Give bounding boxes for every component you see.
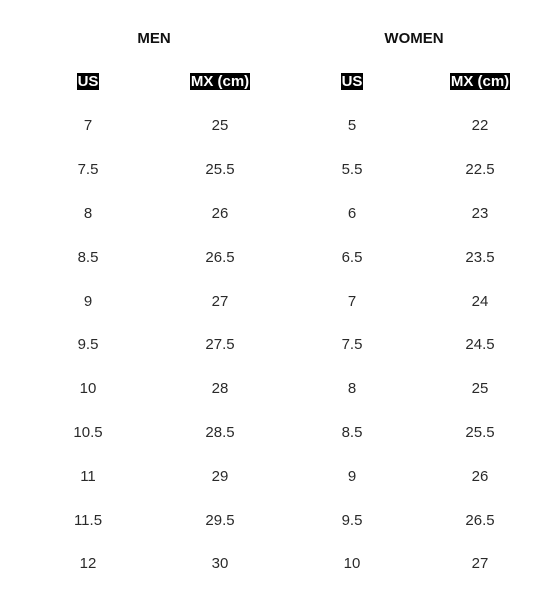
women-us-header: US bbox=[286, 60, 418, 104]
men-mx-header: MX (cm) bbox=[154, 60, 286, 104]
men-us-cell: 9 bbox=[83, 292, 93, 310]
women-heading: WOMEN bbox=[384, 29, 444, 47]
men-mx-label: MX (cm) bbox=[189, 73, 251, 90]
men-mx-cell: 27 bbox=[211, 292, 229, 310]
men-us-cell: 7.5 bbox=[77, 161, 99, 179]
women-mx-cell: 25.5 bbox=[465, 423, 495, 441]
table-row: 11.5 29.5 9.5 26.5 bbox=[22, 498, 542, 542]
women-mx-cell: 27 bbox=[471, 555, 489, 573]
women-mx-cell: 23.5 bbox=[465, 248, 495, 266]
men-mx-cell: 27.5 bbox=[205, 336, 235, 354]
women-us-cell: 7 bbox=[347, 292, 357, 310]
men-us-cell: 11 bbox=[80, 467, 96, 485]
men-mx-cell: 25 bbox=[211, 117, 229, 135]
men-mx-cell: 28 bbox=[211, 380, 229, 398]
women-mx-cell: 23 bbox=[471, 204, 489, 222]
group-header-row: MEN WOMEN bbox=[22, 16, 542, 60]
table-row: 9 27 7 24 bbox=[22, 279, 542, 323]
women-us-cell: 7.5 bbox=[341, 336, 363, 354]
men-mx-cell: 26.5 bbox=[205, 248, 235, 266]
men-us-cell: 7 bbox=[83, 117, 93, 135]
men-us-label: US bbox=[76, 73, 100, 90]
women-us-cell: 5.5 bbox=[341, 161, 363, 179]
women-us-cell: 6 bbox=[347, 204, 357, 222]
table-row: 9.5 27.5 7.5 24.5 bbox=[22, 323, 542, 367]
men-us-header: US bbox=[22, 60, 154, 104]
men-mx-cell: 30 bbox=[211, 555, 229, 573]
women-us-cell: 9.5 bbox=[341, 511, 363, 529]
women-us-cell: 5 bbox=[347, 117, 357, 135]
men-us-cell: 8 bbox=[83, 204, 93, 222]
table-row: 8 26 6 23 bbox=[22, 192, 542, 236]
women-mx-cell: 24 bbox=[471, 292, 489, 310]
women-us-cell: 6.5 bbox=[341, 248, 363, 266]
table-row: 7.5 25.5 5.5 22.5 bbox=[22, 148, 542, 192]
women-mx-header: MX (cm) bbox=[418, 60, 542, 104]
women-mx-label: MX (cm) bbox=[449, 73, 511, 90]
men-mx-cell: 29.5 bbox=[205, 511, 235, 529]
men-us-cell: 10 bbox=[79, 380, 97, 398]
men-mx-cell: 26 bbox=[211, 204, 229, 222]
women-mx-cell: 24.5 bbox=[465, 336, 495, 354]
women-us-cell: 10 bbox=[343, 555, 361, 573]
table-row: 11 29 9 26 bbox=[22, 454, 542, 498]
size-chart: MEN WOMEN US MX (cm) US MX (cm) 7 25 5 2… bbox=[22, 16, 542, 586]
size-table: MEN WOMEN US MX (cm) US MX (cm) 7 25 5 2… bbox=[22, 16, 542, 586]
men-us-cell: 9.5 bbox=[77, 336, 99, 354]
women-mx-cell: 22 bbox=[471, 117, 489, 135]
men-us-cell: 11.5 bbox=[73, 511, 103, 529]
men-mx-cell: 25.5 bbox=[205, 161, 235, 179]
women-us-cell: 8 bbox=[347, 380, 357, 398]
table-row: 10.5 28.5 8.5 25.5 bbox=[22, 411, 542, 455]
men-heading: MEN bbox=[137, 29, 171, 47]
women-us-cell: 8.5 bbox=[341, 423, 363, 441]
table-row: 12 30 10 27 bbox=[22, 542, 542, 586]
women-mx-cell: 22.5 bbox=[465, 161, 495, 179]
table-row: 8.5 26.5 6.5 23.5 bbox=[22, 235, 542, 279]
women-us-label: US bbox=[340, 73, 364, 90]
women-mx-cell: 26.5 bbox=[465, 511, 495, 529]
men-us-cell: 8.5 bbox=[77, 248, 99, 266]
men-mx-cell: 29 bbox=[211, 467, 229, 485]
men-mx-cell: 28.5 bbox=[205, 423, 235, 441]
table-row: 10 28 8 25 bbox=[22, 367, 542, 411]
women-us-cell: 9 bbox=[347, 467, 357, 485]
unit-header-row: US MX (cm) US MX (cm) bbox=[22, 60, 542, 104]
women-mx-cell: 25 bbox=[471, 380, 489, 398]
table-row: 7 25 5 22 bbox=[22, 104, 542, 148]
men-us-cell: 10.5 bbox=[73, 423, 103, 441]
men-us-cell: 12 bbox=[79, 555, 97, 573]
women-mx-cell: 26 bbox=[471, 467, 489, 485]
